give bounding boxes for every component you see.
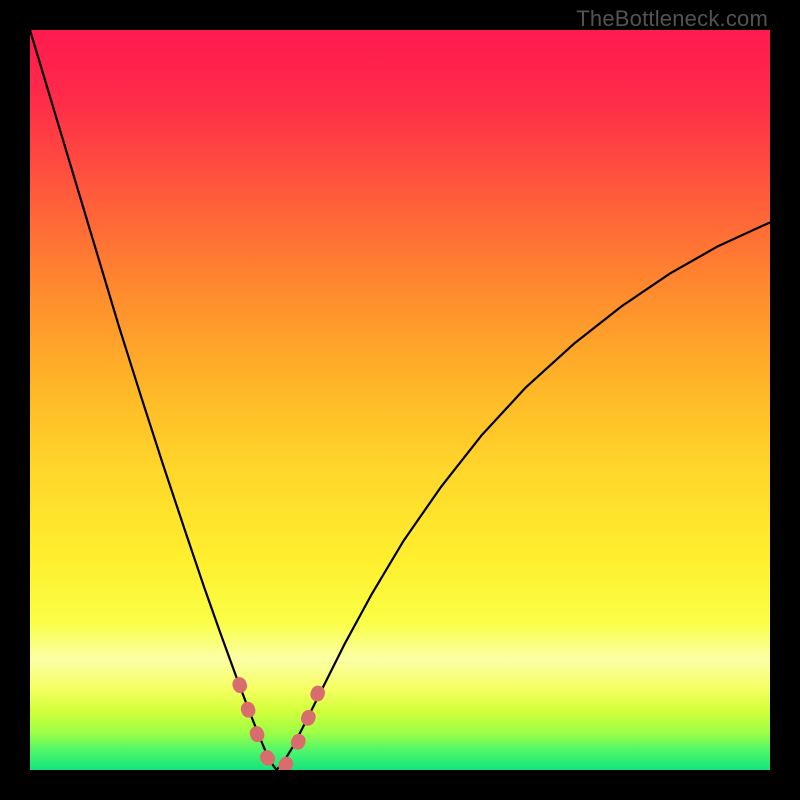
bottleneck-curve [30, 30, 770, 770]
plot-area [30, 30, 770, 770]
valley-highlight [239, 675, 324, 770]
chart-frame: TheBottleneck.com [0, 0, 800, 800]
watermark-text: TheBottleneck.com [576, 6, 768, 32]
curve-layer [30, 30, 770, 770]
